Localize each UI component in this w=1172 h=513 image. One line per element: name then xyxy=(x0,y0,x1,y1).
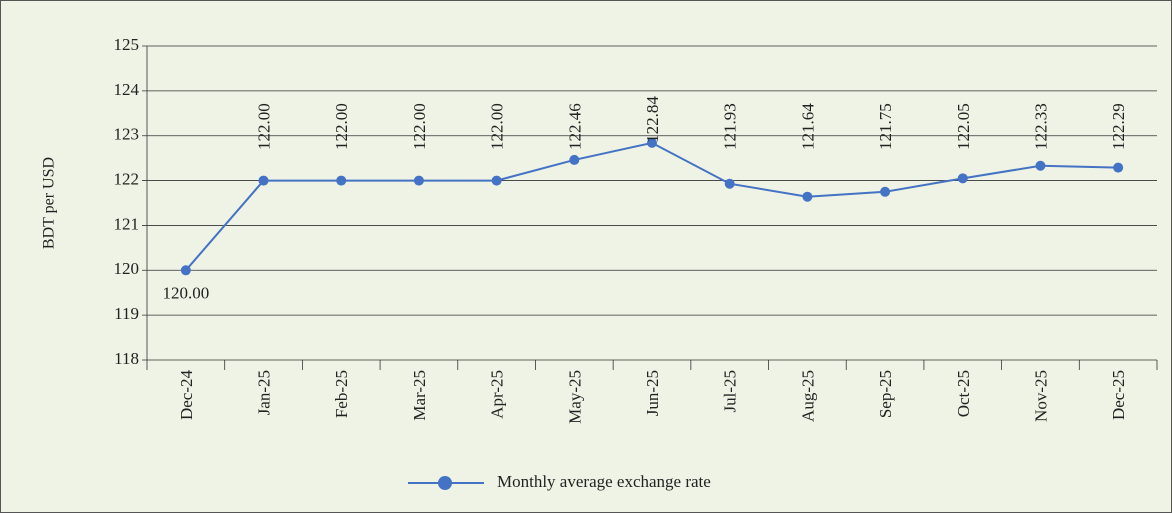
legend-label: Monthly average exchange rate xyxy=(497,472,711,491)
point xyxy=(880,186,891,197)
point xyxy=(180,265,191,276)
x-tick-label: May-25 xyxy=(565,370,584,424)
point xyxy=(569,154,580,165)
point xyxy=(647,137,657,148)
data-label: 122.00 xyxy=(332,103,351,150)
x-tick-label: Mar-25 xyxy=(410,370,429,421)
x-tick-label: Dec-25 xyxy=(1109,370,1128,420)
point xyxy=(1113,162,1124,173)
x-tick-label: Feb-25 xyxy=(332,370,351,418)
data-label: 121.64 xyxy=(798,103,817,150)
y-tick-label: 124 xyxy=(114,80,140,99)
x-tick-label: Aug-25 xyxy=(798,370,817,422)
y-tick-label: 118 xyxy=(114,349,139,368)
y-tick-label: 122 xyxy=(114,169,140,188)
y-tick-label: 123 xyxy=(114,125,140,144)
x-tick-label: Oct-25 xyxy=(954,370,973,417)
data-label: 122.29 xyxy=(1109,103,1128,150)
x-tick-label: Jan-25 xyxy=(255,370,274,415)
point xyxy=(802,191,813,202)
y-tick-label: 125 xyxy=(114,35,140,54)
data-label: 122.84 xyxy=(643,96,662,143)
data-label: 122.33 xyxy=(1031,103,1050,150)
data-label: 120.00 xyxy=(162,283,209,302)
y-tick-label: 119 xyxy=(114,304,139,323)
point xyxy=(336,175,347,186)
y-tick-label: 121 xyxy=(114,214,140,233)
x-tick-label: Jun-25 xyxy=(643,370,662,416)
data-label: 122.00 xyxy=(410,103,429,150)
point xyxy=(957,173,968,184)
data-label: 122.00 xyxy=(488,103,507,150)
point xyxy=(724,178,735,189)
point xyxy=(1035,160,1046,171)
point xyxy=(491,175,502,186)
x-tick-label: Apr-25 xyxy=(488,370,507,419)
data-label: 122.46 xyxy=(565,103,584,150)
data-label: 122.05 xyxy=(954,103,973,150)
x-tick-label: Dec-24 xyxy=(177,370,196,421)
data-label: 121.75 xyxy=(876,103,895,150)
point xyxy=(413,175,424,186)
x-tick-label: Sep-25 xyxy=(876,370,895,418)
y-axis-label: BDT per USD xyxy=(41,157,58,249)
x-tick-label: Jul-25 xyxy=(721,370,740,413)
legend-marker xyxy=(438,476,452,490)
data-label: 122.00 xyxy=(255,103,274,150)
point xyxy=(258,175,269,186)
data-label: 121.93 xyxy=(721,103,740,150)
x-tick-label: Nov-25 xyxy=(1031,370,1050,422)
y-tick-label: 120 xyxy=(114,259,140,278)
